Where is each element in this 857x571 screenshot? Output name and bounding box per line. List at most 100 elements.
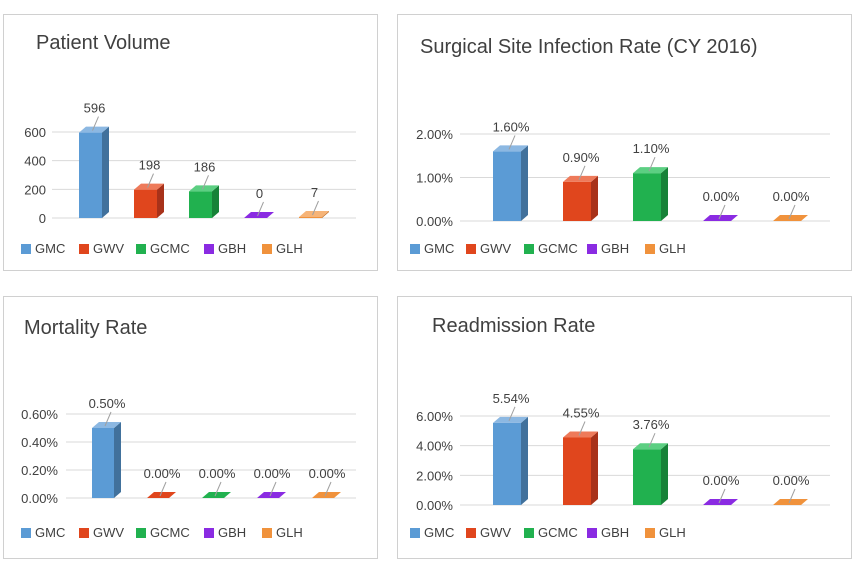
data-label: 5.54% <box>493 391 530 406</box>
legend-item-gwv: GWV <box>79 241 124 256</box>
data-label: 0 <box>256 186 263 201</box>
legend-label: GBH <box>218 525 246 540</box>
legend-item-gbh: GBH <box>587 241 629 256</box>
y-tick-label: 200 <box>24 182 46 197</box>
legend-swatch <box>262 244 272 254</box>
bar-side <box>114 422 121 498</box>
data-label-leader <box>648 156 656 172</box>
y-tick-label: 2.00% <box>416 468 453 483</box>
data-label: 0.00% <box>773 473 810 488</box>
bar-top <box>493 416 528 423</box>
legend-swatch <box>587 528 597 538</box>
legend-label: GMC <box>35 525 65 540</box>
chart-title: Mortality Rate <box>24 317 147 339</box>
bar-side <box>591 175 598 221</box>
legend-item-gcmc: GCMC <box>524 525 578 540</box>
bar-front <box>92 428 114 498</box>
readmission-rate-chart: Readmission Rate 0.00% 2.00% 4.00% 6.00% 5.54… <box>397 296 852 559</box>
y-tick-label: 2.00% <box>416 127 453 142</box>
bar-glh <box>299 210 329 218</box>
y-tick-label: 0.00% <box>416 498 453 513</box>
chart-svg: Patient Volume 0 200 400 600 596 198 186 0 7 GMC GW… <box>21 32 356 256</box>
legend-item-gcmc: GCMC <box>136 525 190 540</box>
legend-label: GLH <box>659 525 686 540</box>
data-label-leader <box>718 204 726 220</box>
legend-item-gmc: GMC <box>410 525 454 540</box>
bar-gbh <box>703 215 738 221</box>
bar-front <box>299 216 322 218</box>
legend-label: GCMC <box>150 241 190 256</box>
data-label-leader <box>788 488 796 504</box>
legend-swatch <box>204 528 214 538</box>
legend-item-gwv: GWV <box>466 525 511 540</box>
data-label-leader <box>324 481 332 497</box>
bar-side <box>521 416 528 505</box>
bar-side <box>661 443 668 505</box>
data-label: 0.00% <box>254 466 291 481</box>
legend-label: GWV <box>480 525 511 540</box>
legend-item-gbh: GBH <box>587 525 629 540</box>
bar-top <box>189 185 219 192</box>
y-tick-label: 0.20% <box>21 463 58 478</box>
legend-swatch <box>79 244 89 254</box>
bar-gcmc <box>202 492 231 498</box>
bar-gmc <box>92 422 121 498</box>
mortality-rate-chart: Mortality Rate 0.00% 0.20% 0.40% 0.60% 0.50% 0… <box>3 296 378 559</box>
y-tick-label: 400 <box>24 154 46 169</box>
legend-swatch <box>466 528 476 538</box>
data-label: 0.00% <box>773 189 810 204</box>
bar-top <box>773 215 808 221</box>
legend-item-glh: GLH <box>262 525 303 540</box>
bar-gcmc <box>633 167 668 221</box>
legend-item-gcmc: GCMC <box>524 241 578 256</box>
y-tick-label: 0.40% <box>21 435 58 450</box>
legend-label: GWV <box>93 525 124 540</box>
legend-label: GCMC <box>150 525 190 540</box>
data-label-leader <box>788 204 796 220</box>
bar-top <box>92 422 121 428</box>
y-tick-label: 1.00% <box>416 171 453 186</box>
data-label-leader <box>578 421 586 436</box>
legend-label: GWV <box>480 241 511 256</box>
bar-front <box>134 189 157 218</box>
legend-label: GWV <box>93 241 124 256</box>
legend-swatch <box>21 244 31 254</box>
bar-top <box>633 443 668 450</box>
data-label: 1.60% <box>493 119 530 134</box>
bar-top <box>299 210 329 217</box>
bar-side <box>322 210 329 218</box>
legend-swatch <box>524 528 534 538</box>
bar-gcmc <box>189 185 219 218</box>
bar-glh <box>312 492 341 498</box>
legend-swatch <box>466 244 476 254</box>
bar-gcmc <box>633 443 668 505</box>
legend-label: GLH <box>276 525 303 540</box>
surgical-site-infection-chart: Surgical Site Infection Rate (CY 2016) 0.… <box>397 14 852 271</box>
bar-top <box>493 145 528 152</box>
legend-swatch <box>21 528 31 538</box>
data-label-leader <box>648 433 656 448</box>
legend-item-gbh: GBH <box>204 241 246 256</box>
bar-top <box>633 167 668 174</box>
y-tick-label: 0.60% <box>21 407 58 422</box>
legend-item-glh: GLH <box>262 241 303 256</box>
data-label-leader <box>312 200 319 216</box>
chart-title: Patient Volume <box>36 32 171 54</box>
data-label: 596 <box>84 101 106 116</box>
legend-item-gmc: GMC <box>410 241 454 256</box>
legend-item-gwv: GWV <box>466 241 511 256</box>
data-label: 198 <box>139 158 161 173</box>
bar-front <box>563 437 591 505</box>
legend-label: GMC <box>424 241 454 256</box>
y-tick-label: 4.00% <box>416 439 453 454</box>
y-tick-label: 0 <box>39 211 46 226</box>
legend-swatch <box>204 244 214 254</box>
bar-top <box>79 126 109 133</box>
bar-front <box>493 151 521 221</box>
legend-label: GMC <box>424 525 454 540</box>
data-label-leader <box>159 481 167 497</box>
legend-swatch <box>645 244 655 254</box>
chart-title: Surgical Site Infection Rate (CY 2016) <box>420 36 758 58</box>
bar-front <box>493 422 521 505</box>
data-label-leader <box>257 201 264 217</box>
